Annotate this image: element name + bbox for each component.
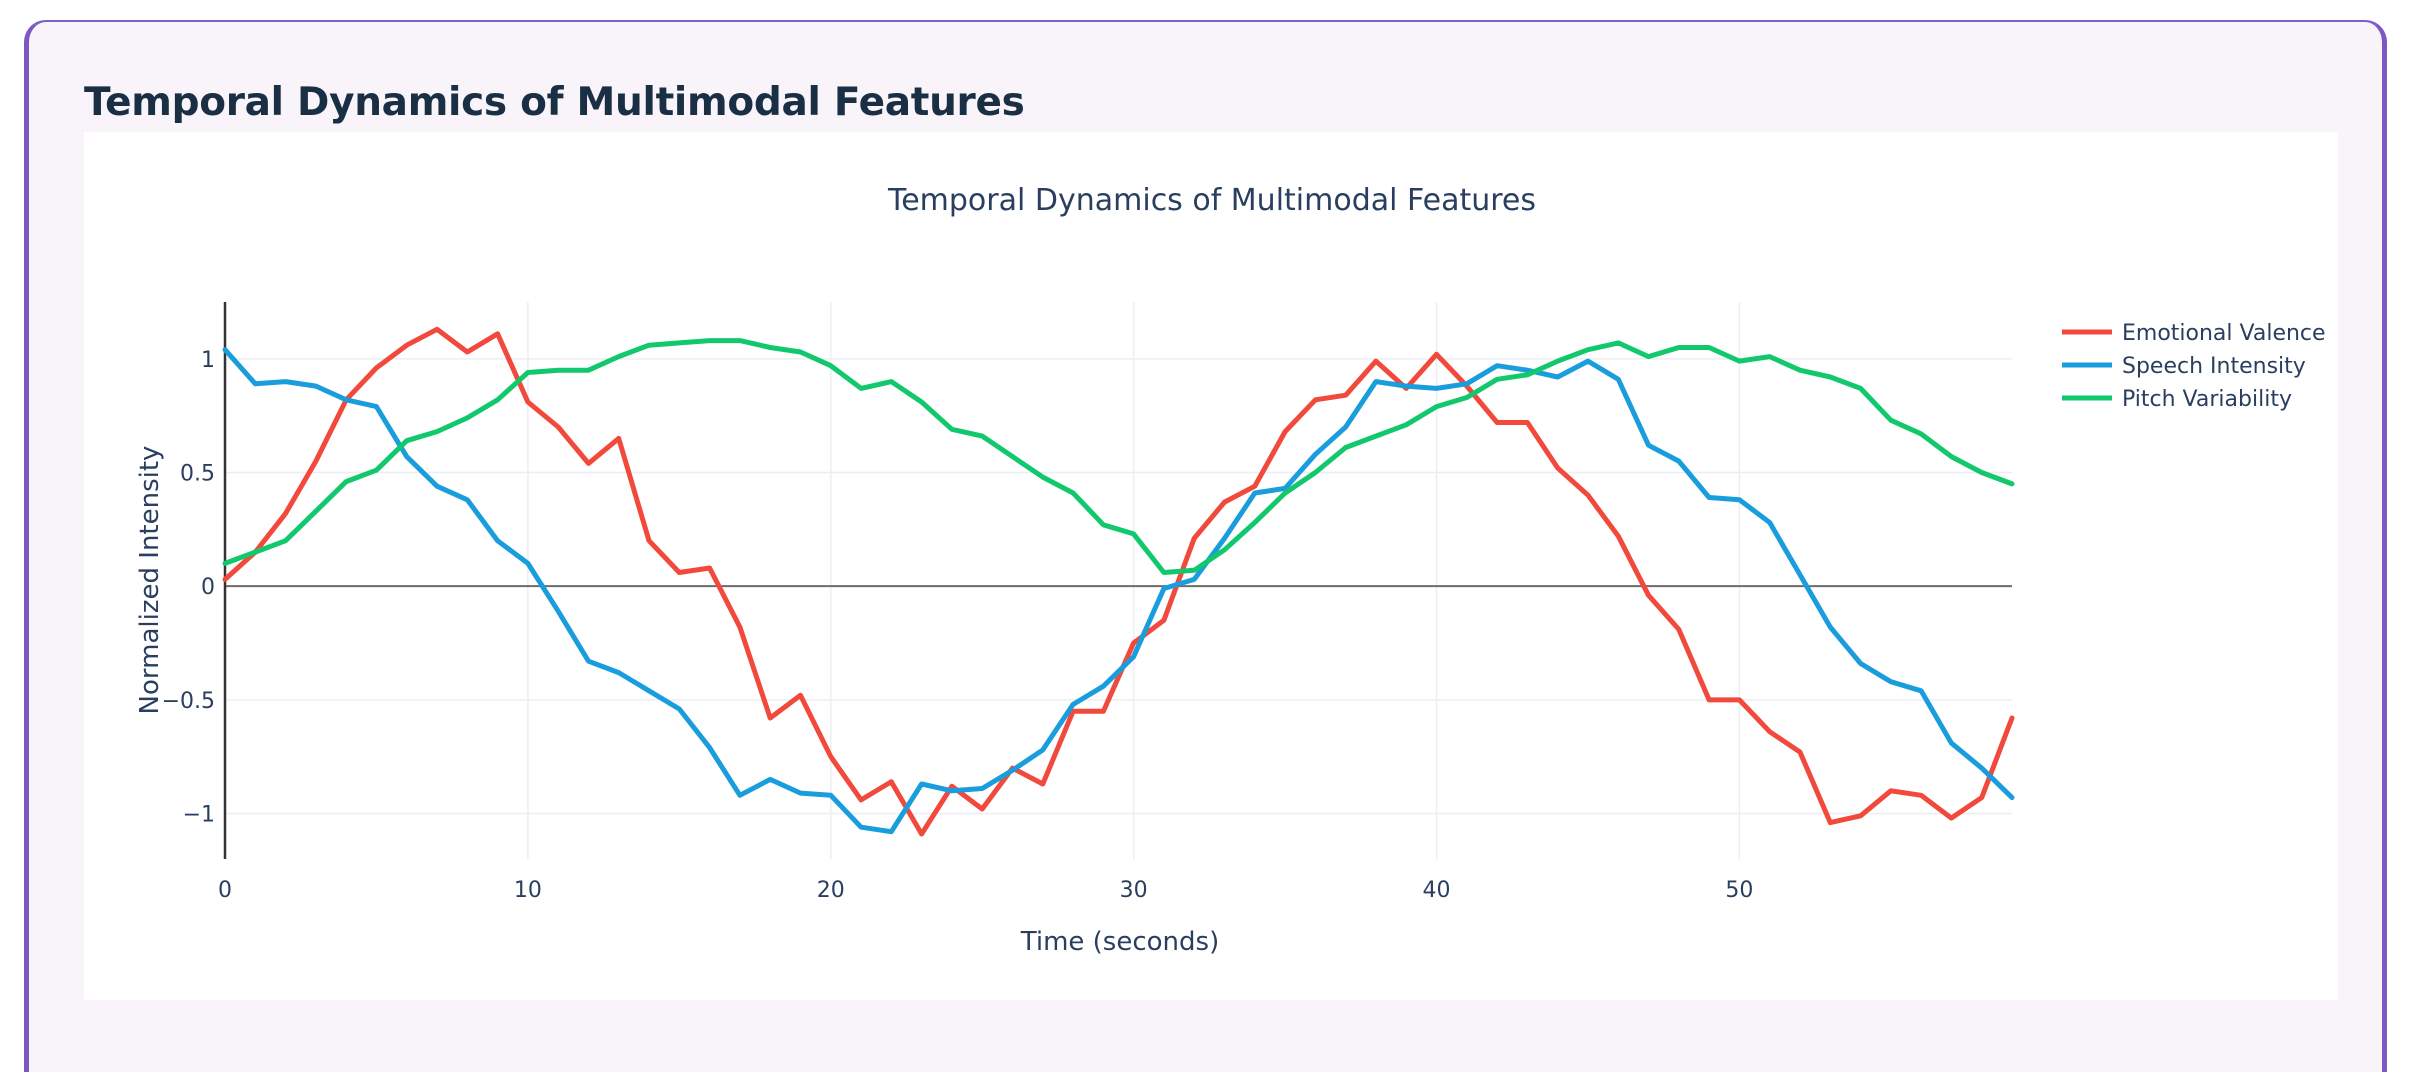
y-tick-label: 0.5	[180, 462, 215, 487]
grid-lines	[225, 302, 2012, 859]
series-line-speech-intensity[interactable]	[222, 347, 2015, 835]
series-line-emotional-valence[interactable]	[222, 326, 2015, 837]
x-axis-label: Time (seconds)	[1020, 927, 1219, 957]
y-tick-label: −0.5	[162, 689, 215, 714]
legend-label: Speech Intensity	[2122, 354, 2306, 379]
plot-area[interactable]: Temporal Dynamics of Multimodal Features…	[84, 132, 2338, 1000]
x-tick-label: 10	[514, 878, 542, 903]
x-tick-label: 0	[218, 878, 232, 903]
legend-item-pitch-variability[interactable]: Pitch Variability	[2062, 387, 2292, 412]
axes	[223, 302, 2012, 859]
legend-label: Emotional Valence	[2122, 321, 2326, 346]
y-tick-label: 1	[201, 348, 215, 373]
legend-item-speech-intensity[interactable]: Speech Intensity	[2062, 354, 2306, 379]
series-line-pitch-variability[interactable]	[222, 338, 2015, 575]
tick-labels: 0 10 20 30 40 50 −1 −0.5 0 0.5 1	[162, 348, 1754, 903]
x-tick-label: 40	[1423, 878, 1451, 903]
chart-title: Temporal Dynamics of Multimodal Features	[887, 183, 1536, 218]
series-lines[interactable]	[222, 326, 2015, 837]
page-title: Temporal Dynamics of Multimodal Features	[84, 80, 1025, 125]
x-tick-label: 30	[1120, 878, 1148, 903]
x-tick-label: 20	[817, 878, 845, 903]
legend[interactable]: Emotional Valence Speech Intensity Pitch V…	[2062, 321, 2326, 412]
y-tick-label: −1	[183, 803, 215, 828]
legend-label: Pitch Variability	[2122, 387, 2292, 412]
y-tick-label: 0	[201, 575, 215, 600]
line-chart[interactable]: Temporal Dynamics of Multimodal Features…	[84, 132, 2338, 1000]
legend-item-emotional-valence[interactable]: Emotional Valence	[2062, 321, 2326, 346]
x-tick-label: 50	[1725, 878, 1753, 903]
y-axis-label: Normalized Intensity	[135, 446, 165, 715]
